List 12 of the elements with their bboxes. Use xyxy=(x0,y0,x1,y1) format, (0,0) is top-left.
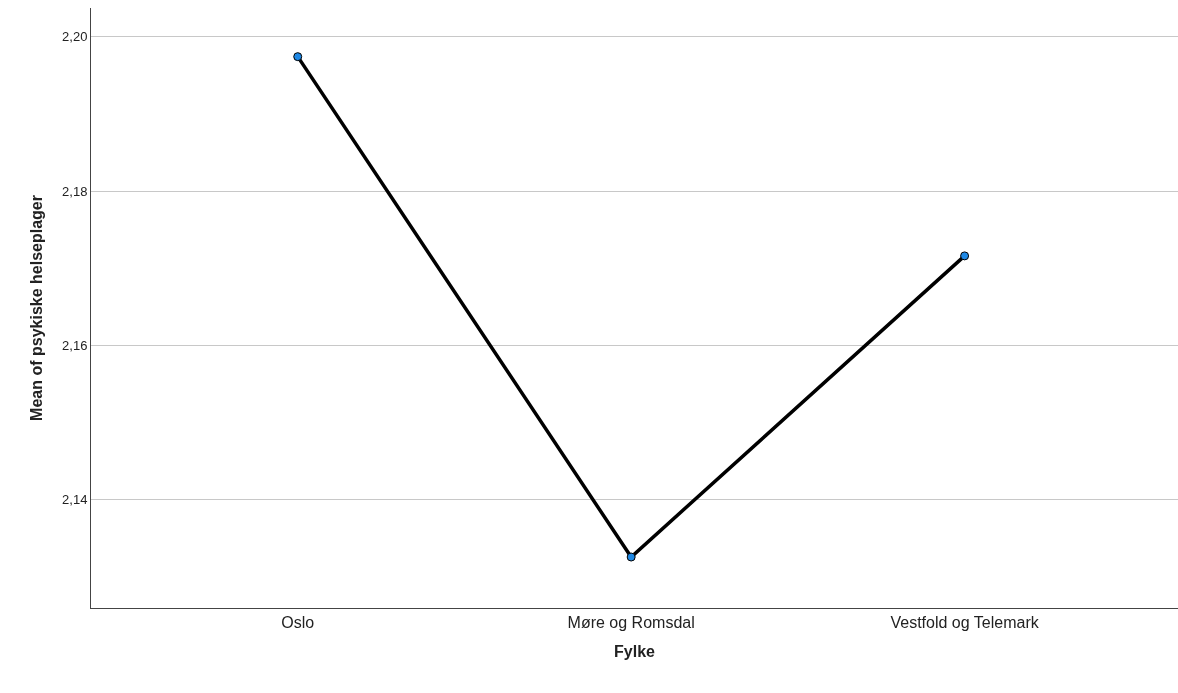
x-tick-label: Oslo xyxy=(281,614,315,632)
point xyxy=(960,251,970,261)
x-tick-label: Vestfold og Telemark xyxy=(890,614,1040,632)
point xyxy=(293,52,303,62)
y-tick-label: 2,18 xyxy=(62,183,88,199)
y-tick-label: 2,20 xyxy=(62,29,88,45)
y-tick-label: 2,14 xyxy=(62,492,88,508)
x-tick-label: Møre og Romsdal xyxy=(567,614,695,632)
point xyxy=(626,552,636,562)
y-tick-label: 2,16 xyxy=(62,338,88,353)
x-axis-title: Fylke xyxy=(614,642,656,660)
y-axis-title: Mean of psykiske helseplager xyxy=(27,195,45,421)
